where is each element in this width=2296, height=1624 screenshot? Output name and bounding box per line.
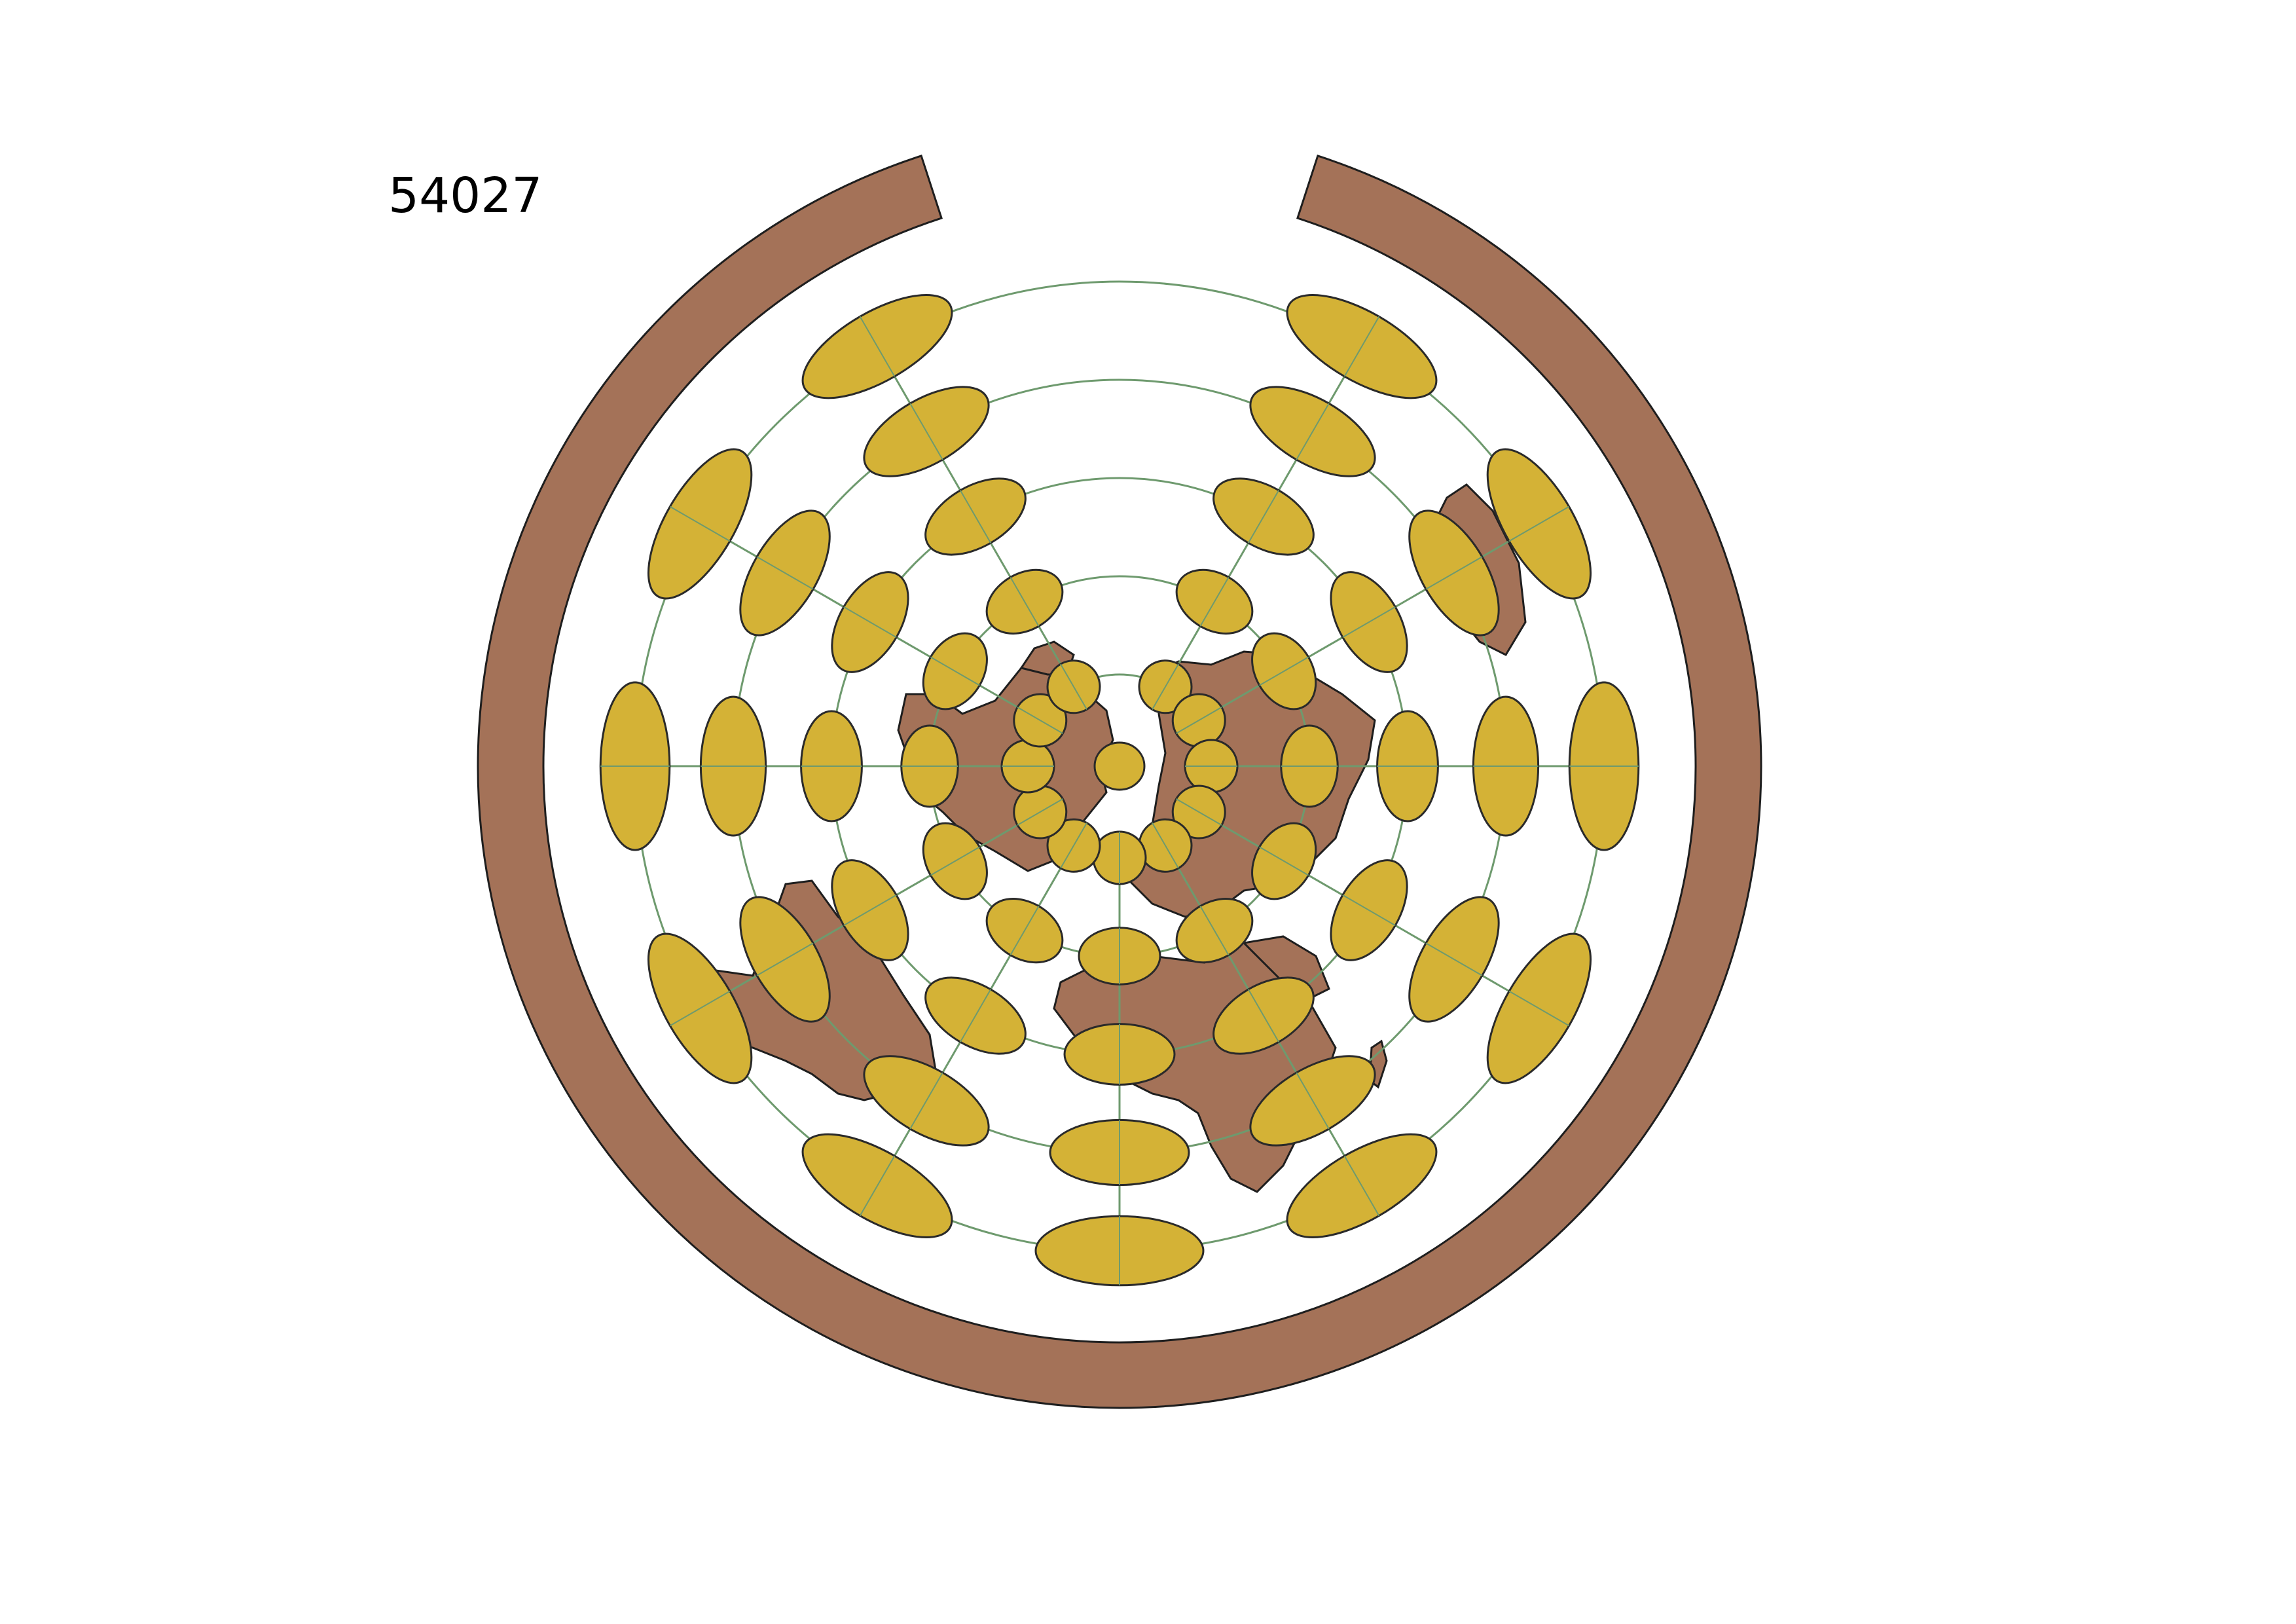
tissot-axis-radial-r0-m6 — [1060, 822, 1087, 869]
tissot-axis-radial-r0-m1 — [1176, 707, 1222, 734]
tissot-axis-radial-r3-m9 — [756, 556, 814, 590]
tissot-axis-radial-r2-m9 — [843, 606, 897, 638]
tissot-axis-radial-r4-m7 — [669, 990, 731, 1027]
tissot-axis-radial-r0-m10 — [1060, 663, 1087, 710]
tissot-axis-radial-r1-m3 — [1259, 846, 1309, 876]
tissot-axis-radial-r0-m4 — [1152, 822, 1179, 869]
tissot-axis-radial-r3-m1 — [1425, 556, 1483, 590]
outer-land-ring — [477, 155, 1762, 1409]
tissot-ellipse-center — [1093, 741, 1146, 791]
tissot-axis-radial-r4-m9 — [669, 506, 731, 542]
tissot-axis-radial-r3-m7 — [756, 942, 814, 976]
tissot-axis-radial-r1-m1 — [1259, 656, 1309, 686]
tissot-axis-radial-r4-m10 — [859, 316, 896, 377]
tissot-axis-radial-r2-m10 — [959, 490, 992, 544]
tissot-axis-radial-r0-m0 — [1152, 663, 1179, 710]
outer-ring-path — [477, 155, 1762, 1409]
tissot-axis-radial-r3-m0 — [1296, 403, 1330, 460]
tissot-axis-radial-r2-m1 — [1342, 606, 1396, 638]
tissot-axis-radial-r4-m0 — [1343, 316, 1380, 377]
tissot-axis-radial-r2-m6 — [959, 989, 992, 1043]
tissot-axis-radial-r2-m3 — [1342, 894, 1396, 927]
tissot-axis-radial-r2-m4 — [1247, 989, 1280, 1043]
tissot-axis-radial-r1-m4 — [1199, 906, 1230, 956]
tissot-axis-radial-r1-m6 — [1010, 906, 1040, 956]
tissot-axis-radial-r4-m6 — [859, 1155, 896, 1217]
tissot-axis-radial-r3-m4 — [1296, 1072, 1330, 1130]
tissot-axis-radial-r1-m9 — [930, 656, 980, 686]
tissot-axis-radial-r4-m3 — [1508, 990, 1570, 1027]
tissot-axis-radial-r1-m10 — [1010, 576, 1040, 627]
tissot-axis-radial-r2-m0 — [1247, 490, 1280, 544]
tissot-axis-radial-r2-m7 — [843, 894, 897, 927]
tissot-axis-radial-r0-m3 — [1176, 798, 1222, 826]
tissot-axis-radial-r4-m1 — [1508, 506, 1570, 542]
tissot-axis-radial-r0-m9 — [1017, 707, 1063, 734]
tissot-axis-radial-r4-m4 — [1343, 1155, 1380, 1217]
tissot-axis-radial-r0-m7 — [1017, 798, 1063, 826]
page-title: 54027 — [388, 168, 543, 224]
tissot-indicatrices — [599, 293, 1640, 1287]
tissot-axis-radial-r3-m3 — [1425, 942, 1483, 976]
tissot-axis-radial-r1-m7 — [930, 846, 980, 876]
tissot-axis-radial-r1-m0 — [1199, 576, 1230, 627]
tissot-axis-radial-r3-m6 — [909, 1072, 943, 1130]
tissot-axis-radial-r3-m10 — [909, 403, 943, 460]
